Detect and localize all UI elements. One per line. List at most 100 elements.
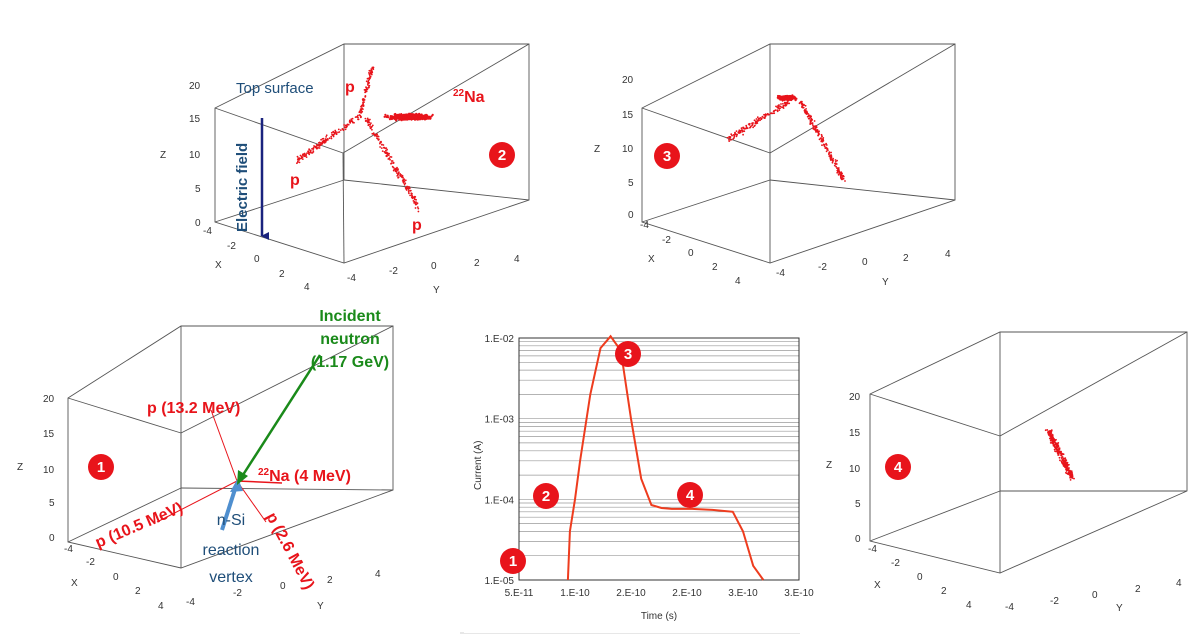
proton-label-13-2: p (13.2 MeV) xyxy=(147,400,240,417)
scatter-point xyxy=(386,148,388,151)
sodium-label: 22Na (4 MeV) xyxy=(258,467,351,485)
scatter-point xyxy=(732,134,735,136)
scatter-point xyxy=(369,125,371,128)
svg-text:-2: -2 xyxy=(818,262,827,273)
scatter-point xyxy=(822,143,825,146)
z-ticks: 0 5 10 15 20 xyxy=(849,392,861,545)
svg-text:15: 15 xyxy=(189,114,201,125)
scatter-point xyxy=(1060,454,1062,457)
svg-text:0: 0 xyxy=(254,254,260,265)
scatter-point xyxy=(362,102,364,105)
proton-label: p xyxy=(345,79,355,96)
svg-text:-2: -2 xyxy=(891,558,900,569)
vertex-label-line3: vertex xyxy=(209,569,253,586)
scatter-point xyxy=(1070,470,1073,472)
scatter-point xyxy=(801,105,804,107)
scatter3d-panel-2: Z X Y 0 5 10 15 20 -4 -2 0 2 4 -4 -2 0 2… xyxy=(160,43,530,296)
scatter-point xyxy=(407,189,410,192)
scatter-point xyxy=(1053,437,1055,440)
scatter-point xyxy=(307,150,310,153)
scatter-point xyxy=(371,132,374,135)
scatter-point xyxy=(745,126,748,128)
z-axis-name: Z xyxy=(17,462,23,473)
scatter-point xyxy=(318,144,321,146)
scatter-point xyxy=(1057,454,1060,456)
badge-2: 2 xyxy=(489,142,515,168)
scatter-point xyxy=(408,192,410,195)
scatter-point xyxy=(1051,438,1053,441)
chart-badge-1: 1 xyxy=(500,548,526,574)
scatter-point xyxy=(778,105,780,108)
svg-text:4: 4 xyxy=(945,249,951,260)
scatter-point xyxy=(324,139,327,142)
scatter-point xyxy=(818,130,820,133)
scatter-point xyxy=(417,207,420,210)
scatter-point xyxy=(788,102,791,105)
scatter-point xyxy=(367,79,370,82)
scatter-point xyxy=(742,130,744,133)
x-ticks: -4 -2 0 2 4 xyxy=(868,544,972,611)
svg-text:-2: -2 xyxy=(662,235,671,246)
scatter-point xyxy=(815,131,817,133)
scatter-point xyxy=(842,174,845,177)
neutron-arrow xyxy=(239,354,322,479)
scatter-point xyxy=(754,122,757,125)
scatter-point xyxy=(389,158,391,161)
scatter-point xyxy=(734,133,737,136)
sodium-label: 22Na xyxy=(453,88,485,106)
scatter-point xyxy=(415,201,417,204)
scatter-point xyxy=(366,77,369,80)
scatter-point xyxy=(332,130,335,133)
scatter-point xyxy=(325,134,328,137)
scatter-point xyxy=(407,190,410,193)
svg-text:4: 4 xyxy=(375,569,381,580)
scatter-point xyxy=(810,119,813,122)
scatter-point xyxy=(820,133,823,136)
scatter-point xyxy=(1064,457,1066,460)
scatter-point xyxy=(1065,470,1068,472)
scatter-point xyxy=(413,115,416,118)
svg-text:0: 0 xyxy=(1092,590,1098,601)
scatter-point xyxy=(753,119,756,122)
scatter-point xyxy=(742,133,744,136)
scatter-point xyxy=(414,116,417,119)
scatter-point xyxy=(366,120,369,123)
scatter-point xyxy=(826,147,828,150)
svg-text:15: 15 xyxy=(43,429,55,440)
scatter-point xyxy=(1047,430,1050,433)
scatter-point xyxy=(757,119,760,122)
scatter-point xyxy=(343,126,346,129)
scatter-point xyxy=(813,120,816,122)
scatter-point xyxy=(800,103,803,105)
scatter-point xyxy=(402,176,404,179)
scatter-point xyxy=(739,129,742,132)
scatter-point xyxy=(410,194,413,197)
scatter-point xyxy=(370,126,373,129)
scatter-point xyxy=(765,114,768,116)
scatter-point xyxy=(390,162,393,165)
scatter-point xyxy=(362,98,365,100)
scatter-point xyxy=(330,137,333,140)
svg-text:20: 20 xyxy=(189,81,201,92)
scatter-point xyxy=(364,117,367,120)
vertex-label-line1: n-Si xyxy=(217,512,245,529)
chart-badge-4: 4 xyxy=(677,482,703,508)
svg-text:15: 15 xyxy=(622,110,634,121)
proton-label-2-6: p (2.6 MeV) xyxy=(262,510,317,593)
svg-text:1: 1 xyxy=(509,553,517,570)
scatter-point xyxy=(814,129,817,132)
scatter-point xyxy=(379,142,381,145)
scatter-point xyxy=(344,124,347,127)
scatter-point xyxy=(1066,468,1069,471)
chart-x-tick-label: 3.E-10 xyxy=(728,588,758,599)
scatter-point xyxy=(786,102,789,105)
scatter-point xyxy=(833,164,836,167)
scatter-point xyxy=(368,76,371,79)
scatter-point xyxy=(402,181,405,184)
scatter-point xyxy=(732,137,735,140)
scatter-point xyxy=(740,127,743,130)
current-series-line xyxy=(566,334,765,581)
scatter-point xyxy=(1058,456,1061,459)
scatter-point xyxy=(1059,452,1062,454)
scatter-point xyxy=(296,158,299,161)
